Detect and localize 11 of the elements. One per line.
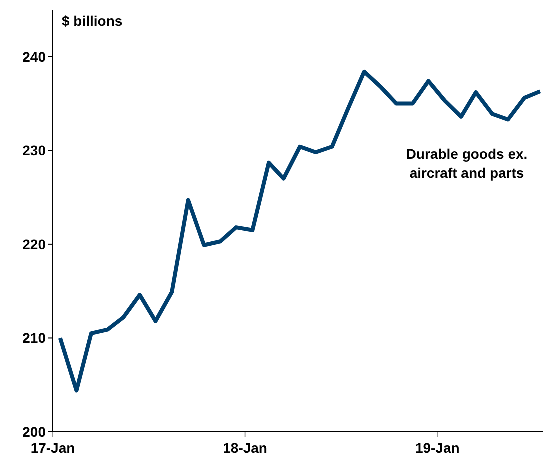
y-tick-label: 200 (22, 424, 46, 440)
x-tick-label: 18-Jan (223, 440, 268, 456)
line-series (58, 70, 542, 393)
y-tick-label: 240 (22, 48, 46, 65)
x-tick-label: 19-Jan (415, 440, 460, 456)
y-tick-label: 210 (22, 330, 46, 346)
annotation: Durable goods ex. aircraft and parts (405, 145, 529, 183)
y-tick-label: 220 (22, 236, 46, 252)
x-tick-label: 17-Jan (30, 440, 76, 456)
y-tick-label: 230 (22, 142, 46, 159)
y-axis-title: $ billions (62, 13, 123, 29)
